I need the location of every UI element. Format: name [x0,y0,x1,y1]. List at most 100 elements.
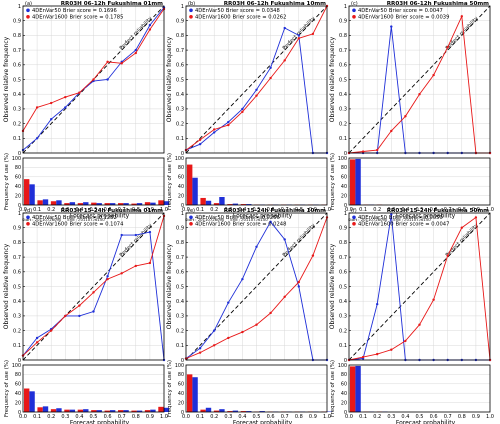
x-tick-label: 0.0 [182,414,190,420]
hist-bar-blue [136,410,143,412]
hist-y-tick-label: 80 [15,165,21,171]
x-tick-label: 0.6 [430,207,438,213]
data-point-4DEnVar1600 [283,295,286,298]
hist-bar-blue [29,391,35,412]
data-point-4DEnVar50 [390,25,393,28]
legend-entry: 4DEnVar50 Brier score = 0.1696 [32,8,117,14]
perfect-reliability-label: Perfect reliability [282,16,317,52]
x-tick-label: 0.1 [196,414,204,420]
hist-bar-blue [163,201,170,205]
data-point-4DEnVar1600 [134,51,137,55]
legend-brier-score: Brier score = 0.0047 [389,8,443,14]
data-point-4DEnVar50 [198,142,202,146]
legend-series-name: 4DEnVar50 [195,8,224,14]
y-tick-label: 0.6 [176,270,184,276]
legend-series-name: 4DEnVar50 [195,215,224,221]
y-tick-label: 0.4 [13,299,21,305]
legend-series-name: 4DEnVar50 [32,8,61,14]
data-point-4DEnVar1600 [35,341,39,344]
panel-e: Perfect reliability 0 0.1 0.2 0.3 0.4 0.5 0.6 0.… [166,208,333,424]
data-point-4DEnVar1600 [227,123,230,127]
data-point-4DEnVar1600 [376,148,379,152]
perfect-reliability-line [185,212,328,361]
hist-bar-blue [69,409,76,412]
hist-y-tick-label: 0 [181,410,184,416]
x-tick-label: 0.8 [458,414,466,420]
y-tick-label: 0 [181,358,184,364]
x-tick-label: 0.6 [267,414,275,420]
hist-bar-red [350,159,356,205]
y-tick-label: 0.7 [339,48,347,54]
y-tick-label: 0 [181,151,184,157]
y-axis-label: Observed relative frequency [166,243,173,329]
hist-bar-red [158,200,164,205]
hist-bar-blue [232,203,239,205]
hist-bar-blue [205,407,212,412]
data-point-4DEnVar50 [390,213,393,216]
data-point-4DEnVar1600 [50,329,53,332]
end-label: End [393,217,401,222]
data-point-4DEnVar50 [50,117,53,121]
hist-bar-red [104,410,110,412]
y-tick-label: 0.5 [176,284,184,290]
x-tick-label: 0.7 [118,207,126,213]
legend-series-name: 4DEnVar50 [32,215,61,221]
hist-y-tick-label: 20 [341,400,347,406]
start-value: : 20110726090 [195,217,225,222]
data-point-4DEnVar1600 [227,336,230,340]
y-axis-label: Observed relative frequency [3,243,10,329]
hist-bar-red [144,410,151,412]
y-tick-label: 0.9 [339,226,347,232]
legend-brier-score: Brier score = 0.0039 [396,15,450,21]
hist-bar-blue [150,409,156,412]
perfect-reliability-label: Perfect reliability [282,223,317,259]
y-tick-label: 1 [344,211,347,217]
y-axis-label: Observed relative frequency [166,36,173,122]
x-tick-label: 0.2 [373,207,381,213]
x-axis-label: Forecast probability [396,420,456,424]
hist-y-tick-label: 20 [178,193,184,199]
legend-entry: 4DEnVar50 Brier score = 0.0266 [195,215,280,221]
panel-title: RR03H 06-12h Fukushima 10mm [224,1,326,7]
legend-series-name: 4DEnVar1600 [195,15,231,21]
y-tick-label: 0.5 [339,77,347,83]
x-tick-label: 0.5 [416,207,424,213]
legend-entry: 4DEnVar1600 Brier score = 0.1785 [32,15,123,21]
x-tick-label: 0.1 [196,207,204,213]
hist-bar-blue [56,408,62,412]
y-tick-label: 0.1 [13,136,21,142]
legend-entry: 4DEnVar1600 Brier score = 0.0039 [358,15,449,21]
data-point-4DEnVar1600 [376,352,379,356]
legend-series-name: 4DEnVar1600 [32,15,68,21]
hist-bar-red [240,411,247,412]
hist-bar-red [64,203,70,205]
data-point-4DEnVar1600 [460,226,463,229]
legend-marker-4DEnVar50 [189,8,193,13]
x-tick-label: 0.3 [224,414,232,420]
start-value: : 20110726090 [358,217,388,222]
data-point-4DEnVar1600 [92,291,95,294]
panel-letter: (d) [25,208,32,214]
y-tick-label: 0 [18,358,21,364]
y-tick-label: 0.2 [13,328,21,334]
legend-marker-4DEnVar1600 [26,222,30,226]
hist-bar-red [37,200,43,205]
hist-bar-blue [205,200,212,205]
x-tick-label: 0.1 [359,207,367,213]
hist-y-tick-label: 60 [178,382,184,388]
x-tick-label: 0.4 [401,207,409,213]
x-tick-label: 0.7 [281,414,289,420]
data-point-4DEnVar1600 [390,129,393,133]
hist-bar-blue [232,410,239,412]
hist-bar-blue [192,177,198,205]
x-tick-label: 0.0 [345,414,353,420]
hist-y-tick-label: 20 [178,400,184,406]
data-point-4DEnVar50 [198,347,202,350]
data-point-4DEnVar1600 [390,348,393,351]
hist-y-tick-label: 40 [178,184,184,190]
perfect-reliability-label: Perfect reliability [119,16,154,52]
panel-title: RR03H 15-24h Fukushima 10mm [224,208,326,214]
hist-y-tick-label: 80 [341,165,347,171]
y-tick-label: 0.2 [176,121,184,127]
x-tick-label: 0.7 [444,414,452,420]
